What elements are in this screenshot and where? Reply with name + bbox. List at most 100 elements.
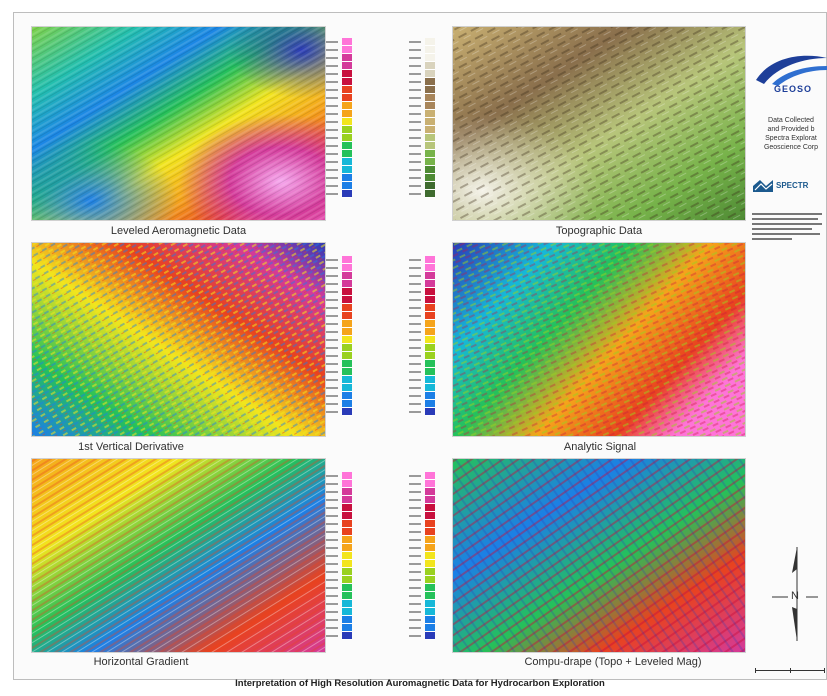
color-swatch [342, 616, 352, 624]
tick-mark [409, 592, 427, 600]
tick-mark [326, 528, 344, 536]
color-swatch [342, 280, 352, 288]
tick-mark [326, 142, 344, 150]
map-panel-horizontal-gradient [31, 458, 326, 653]
color-swatch [425, 360, 435, 368]
color-swatch [342, 480, 352, 488]
sidebar-fine-print [752, 210, 824, 250]
color-swatch [425, 352, 435, 360]
color-scale-leveled-aeromagnetic [342, 38, 352, 198]
tick-mark [409, 272, 427, 280]
color-swatch [425, 536, 435, 544]
color-swatch [425, 190, 435, 198]
tick-mark [326, 280, 344, 288]
color-scale-horizontal-gradient-ticks [326, 472, 344, 640]
color-swatch [425, 560, 435, 568]
color-swatch [342, 544, 352, 552]
color-swatch [342, 78, 352, 86]
color-swatch [425, 544, 435, 552]
color-swatch [342, 336, 352, 344]
color-swatch [342, 54, 352, 62]
tick-mark [409, 264, 427, 272]
color-swatch [342, 592, 352, 600]
color-swatch [425, 328, 435, 336]
tick-mark [409, 504, 427, 512]
tick-mark [409, 344, 427, 352]
tick-mark [409, 368, 427, 376]
credit-line: Spectra Explorat [765, 135, 817, 142]
color-swatch [342, 150, 352, 158]
color-swatch [425, 312, 435, 320]
color-swatch [425, 600, 435, 608]
tick-mark [409, 320, 427, 328]
tick-mark [326, 408, 344, 416]
credit-line: Data Collected [768, 117, 814, 124]
color-scale-first-vertical-derivative-ticks [326, 256, 344, 416]
map-panel-compu-drape [452, 458, 746, 653]
tick-mark [326, 54, 344, 62]
color-swatch [342, 360, 352, 368]
color-swatch [342, 488, 352, 496]
tick-mark [326, 584, 344, 592]
tick-mark [326, 272, 344, 280]
tick-mark [409, 182, 427, 190]
tick-mark [326, 536, 344, 544]
partner-mark-icon [753, 180, 773, 192]
color-swatch [342, 134, 352, 142]
color-swatch [342, 62, 352, 70]
color-swatch [425, 86, 435, 94]
tick-mark [409, 376, 427, 384]
map-image-horizontal-gradient [32, 459, 325, 652]
tick-mark [409, 110, 427, 118]
color-swatch [342, 520, 352, 528]
tick-mark [409, 328, 427, 336]
tick-mark [409, 150, 427, 158]
color-swatch [342, 376, 352, 384]
map-image-leveled-aeromagnetic [32, 27, 325, 220]
tick-mark [409, 560, 427, 568]
color-scale-analytic-signal-ticks [409, 256, 427, 416]
tick-mark [326, 400, 344, 408]
color-swatch [425, 94, 435, 102]
tick-mark [409, 166, 427, 174]
tick-mark [409, 94, 427, 102]
tick-mark [409, 488, 427, 496]
color-swatch [425, 552, 435, 560]
tick-mark [409, 336, 427, 344]
color-swatch [342, 576, 352, 584]
tick-mark [409, 38, 427, 46]
color-swatch [342, 344, 352, 352]
color-swatch [425, 320, 435, 328]
tick-mark [409, 54, 427, 62]
color-swatch [342, 472, 352, 480]
tick-mark [409, 392, 427, 400]
north-arrow: N [770, 545, 820, 645]
color-swatch [425, 512, 435, 520]
map-panel-first-vertical-derivative [31, 242, 326, 437]
color-swatch [425, 182, 435, 190]
map-panel-topographic [452, 26, 746, 221]
color-swatch [342, 256, 352, 264]
tick-mark [326, 182, 344, 190]
color-swatch [425, 480, 435, 488]
color-swatch [342, 142, 352, 150]
color-scale-topographic [425, 38, 435, 198]
tick-mark [409, 288, 427, 296]
north-label: N [791, 590, 799, 602]
tick-mark [326, 392, 344, 400]
tick-mark [326, 568, 344, 576]
color-swatch [342, 118, 352, 126]
tick-mark [409, 62, 427, 70]
tick-mark [409, 360, 427, 368]
color-swatch [425, 520, 435, 528]
caption-compu-drape: Compu-drape (Topo + Leveled Mag) [524, 656, 702, 668]
tick-mark [409, 624, 427, 632]
tick-mark [409, 480, 427, 488]
color-swatch [342, 272, 352, 280]
color-swatch [342, 560, 352, 568]
color-scale-horizontal-gradient [342, 472, 352, 640]
color-swatch [342, 368, 352, 376]
map-image-analytic-signal [453, 243, 745, 436]
tick-mark [409, 400, 427, 408]
tick-mark [326, 360, 344, 368]
